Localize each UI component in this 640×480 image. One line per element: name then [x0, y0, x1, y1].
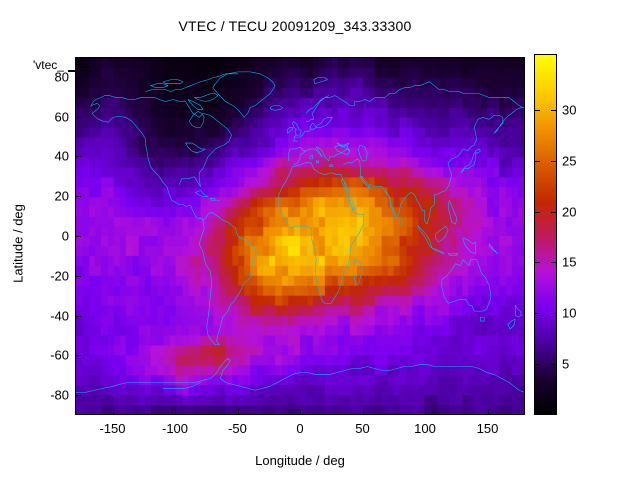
figure-title: VTEC / TECU 20091209_343.33300: [178, 18, 412, 34]
x-tick-label: 50: [355, 421, 370, 436]
colorbar-tick-mark: [551, 364, 557, 366]
y-tick-mark: [75, 355, 81, 357]
key-sample-line: [68, 70, 92, 72]
x-tick-label: 0: [296, 421, 304, 436]
y-axis-title: Latitude / deg: [10, 204, 26, 283]
y-axis-ticks: 80 60 40 20 0 -20 -40 -60 -80: [0, 0, 69, 480]
y-tick-mark: [75, 395, 81, 397]
x-tick-mark: [362, 409, 364, 415]
y-tick-label: -40: [50, 308, 69, 324]
colorbar-tick-mark: [534, 109, 540, 111]
coastline-overlay: [76, 58, 524, 414]
y-tick-mark: [75, 236, 81, 237]
x-tick-mark: [425, 409, 426, 415]
x-tick-label: 100: [414, 421, 436, 436]
colorbar: [534, 54, 557, 415]
y-tick-mark: [75, 275, 81, 277]
colorbar-tick-label: 25: [562, 153, 577, 169]
colorbar-tick-mark: [551, 109, 557, 111]
y-tick-label: 40: [54, 148, 69, 164]
y-tick-mark: [75, 196, 81, 198]
colorbar-tick-mark: [534, 313, 540, 315]
colorbar-tick-mark: [534, 364, 540, 366]
y-tick-label: 20: [54, 188, 69, 204]
y-tick-label: 60: [54, 109, 69, 125]
x-tick-label: -150: [99, 421, 126, 436]
heatmap-plot-area: [75, 57, 525, 415]
colorbar-tick-mark: [551, 313, 557, 315]
x-tick-label: -100: [161, 421, 189, 436]
colorbar-gradient: [535, 55, 556, 414]
y-tick-mark: [75, 156, 81, 158]
x-tick-mark: [175, 409, 176, 415]
x-tick-mark: [237, 409, 239, 415]
x-tick-mark: [487, 409, 489, 415]
colorbar-tick-label: 15: [562, 254, 577, 270]
y-tick-label: 0: [61, 228, 69, 244]
colorbar-tick-label: 5: [562, 356, 570, 372]
x-axis-title: Longitude / deg: [255, 453, 345, 468]
colorbar-tick-label: 20: [562, 204, 577, 220]
x-tick-label: -50: [228, 421, 247, 436]
key-label: 'vtec_: [33, 58, 64, 72]
vtec-heatmap-canvas: [76, 58, 524, 414]
x-tick-mark: [300, 409, 301, 415]
y-tick-mark: [75, 76, 81, 78]
colorbar-tick-mark: [534, 160, 540, 162]
y-tick-label: -80: [50, 387, 69, 403]
colorbar-tick-mark: [534, 211, 540, 213]
colorbar-tick-mark: [534, 262, 540, 264]
colorbar-tick-label: 10: [562, 305, 577, 321]
y-tick-mark: [75, 116, 81, 118]
y-tick-mark: [75, 315, 81, 317]
colorbar-tick-mark: [551, 211, 557, 213]
x-tick-mark: [112, 409, 114, 415]
colorbar-tick-label: 30: [562, 102, 577, 118]
colorbar-tick-mark: [551, 262, 557, 264]
y-tick-label: 80: [54, 69, 69, 85]
x-tick-label: 150: [476, 421, 499, 436]
y-tick-label: -60: [50, 347, 69, 363]
colorbar-tick-mark: [551, 160, 557, 162]
y-tick-label: -20: [50, 268, 69, 284]
